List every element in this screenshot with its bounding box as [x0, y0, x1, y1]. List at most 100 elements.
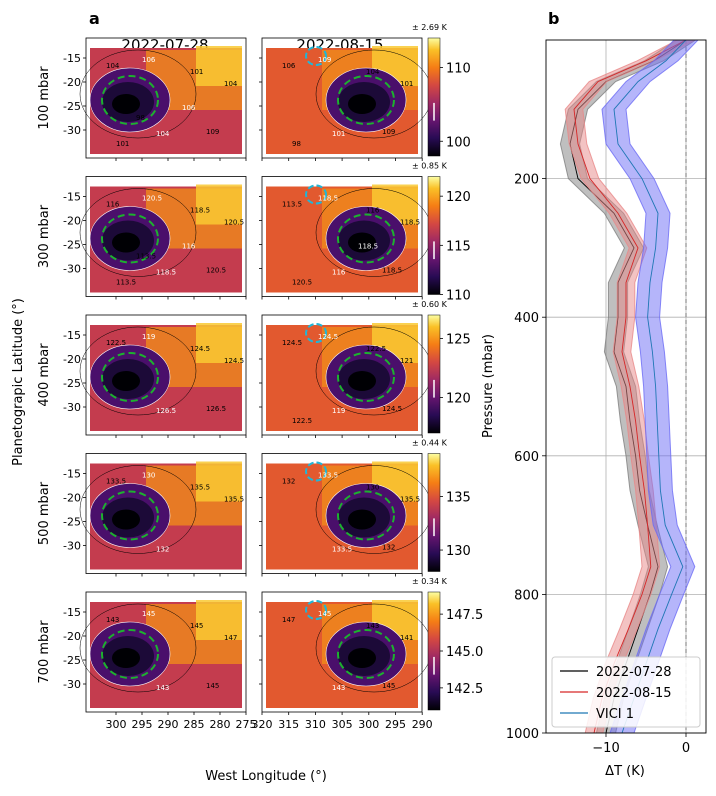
contour-label: 109: [206, 128, 219, 136]
lon-tick-label: 280: [210, 718, 231, 731]
lon-tick-label: 290: [412, 718, 433, 731]
vortex-core: [112, 232, 140, 253]
map-hot-region: [196, 46, 242, 86]
panel-a-ylabel: Planetograpic Latitude (°): [11, 298, 26, 466]
contour-label: 104: [366, 68, 380, 76]
vortex-core: [348, 509, 376, 530]
contour-label: 143: [106, 616, 119, 624]
contour-label: 132: [382, 544, 395, 552]
contour-label: 101: [400, 80, 413, 88]
contour-black: [79, 465, 197, 554]
map-hot-region: [196, 600, 242, 640]
colorbar: [427, 37, 441, 157]
map-row: 100 mbar 104 106 101 104 104 109 101 106 98 106 109…: [37, 23, 471, 161]
contour-label: 106: [182, 104, 196, 112]
legend-box: [551, 656, 701, 728]
feature-outline-cyan: [305, 184, 327, 205]
contour-label: 101: [190, 68, 203, 76]
contour-label: 101: [116, 140, 129, 148]
vortex-core: [112, 94, 140, 114]
contour-label: 98: [292, 140, 301, 148]
feature-outline-cyan: [305, 323, 327, 343]
contour-label: 133.5: [106, 478, 126, 486]
colorbar-tick-label: 120: [446, 190, 471, 205]
contour-label: 124.5: [382, 405, 402, 413]
contour-label: 104: [224, 80, 238, 88]
colorbar-tick-label: 120: [446, 392, 471, 407]
map-frame: [85, 314, 247, 436]
contour-label: 147: [282, 616, 295, 624]
lat-tick-label: -15: [63, 52, 81, 65]
profile-line: [573, 40, 687, 733]
lon-tick-label: 315: [278, 718, 299, 731]
colorbar: [427, 453, 441, 572]
lat-tick-label: -25: [63, 239, 81, 252]
lat-tick-label: -20: [63, 215, 81, 228]
map-row: 400 mbar 122.5 119 124.5 124.5 126.5 126.5 124.…: [37, 300, 471, 438]
contour-black: [79, 188, 197, 277]
vortex-outline-green: [337, 490, 395, 541]
contour-label: 135.5: [190, 484, 210, 492]
legend-label: 2022-08-15: [596, 686, 672, 701]
contour-label: 133.5: [332, 546, 352, 554]
feature-outline-cyan: [305, 46, 327, 66]
contour-label: 124.5: [190, 345, 210, 353]
contour-label: 141: [400, 634, 413, 642]
contour-white: [325, 621, 407, 687]
lat-tick-label: -25: [63, 377, 81, 390]
legend-label: 2022-07-28: [596, 665, 672, 680]
panel-a-letter: a: [89, 9, 100, 28]
contour-black: [79, 49, 197, 139]
legend-label: VICI 1: [596, 707, 634, 722]
vortex-outline-green: [101, 629, 159, 679]
map-right: 132 133.5 130 135.5 133.5 132: [261, 453, 433, 574]
colorbar-tick-label: 145.0: [446, 645, 483, 660]
contour-label: 130: [142, 472, 155, 480]
contour-label: 145: [382, 682, 395, 690]
contour-black: [79, 603, 197, 693]
panel-b-letter: b: [548, 9, 559, 28]
contour-label: 122.5: [106, 339, 126, 347]
uncertainty-label: ± 0.34 K: [412, 577, 448, 586]
vortex-core: [112, 371, 140, 391]
colorbar-tick-label: 115: [446, 239, 471, 254]
uncertainty-label: ± 0.60 K: [412, 300, 448, 309]
profile-chart: 200 400 600 800 1000 −10 0 2022-07-28 2022-08-15…: [506, 39, 707, 756]
vortex-core: [112, 509, 140, 530]
contour-label: 124.5: [318, 333, 338, 341]
lat-tick-label: -30: [63, 263, 81, 276]
vortex-core: [348, 371, 376, 391]
vortex-core: [348, 232, 376, 253]
row-level-label: 500 mbar: [37, 481, 52, 545]
contour-white: [89, 344, 171, 410]
contour-label: 133.5: [318, 472, 338, 480]
contour-label: 116: [366, 207, 380, 215]
vortex-outline-green: [101, 75, 159, 125]
lon-tick-label: 295: [132, 718, 153, 731]
lon-tick-label: 305: [332, 718, 353, 731]
contour-label: 109: [382, 128, 395, 136]
contour-label: 104: [156, 130, 170, 138]
contour-label: 118.5: [318, 195, 338, 203]
y-tick-label: 400: [514, 311, 539, 326]
contour-label: 132: [282, 478, 295, 486]
colorbar-tick-label: 110: [446, 289, 471, 304]
lon-tick-label: 320: [252, 718, 273, 731]
colorbar: [427, 314, 441, 434]
contour-label: 143: [156, 684, 169, 692]
lon-tick-label: 290: [158, 718, 179, 731]
contour-label: 120.5: [224, 219, 244, 227]
contour-label: 116: [182, 243, 196, 251]
lat-tick-label: -25: [63, 654, 81, 667]
map-hot-region: [196, 323, 242, 363]
colorbar: [427, 176, 441, 295]
legend: 2022-07-28 2022-08-15 VICI 1: [551, 656, 701, 728]
vortex-outline-green: [101, 213, 159, 264]
contour-label: 145: [190, 622, 203, 630]
contour-label: 122.5: [292, 417, 312, 425]
lat-tick-label: -15: [63, 606, 81, 619]
contour-label: 104: [106, 62, 120, 70]
colorbar: [427, 591, 441, 711]
row-level-label: 100 mbar: [37, 66, 52, 130]
